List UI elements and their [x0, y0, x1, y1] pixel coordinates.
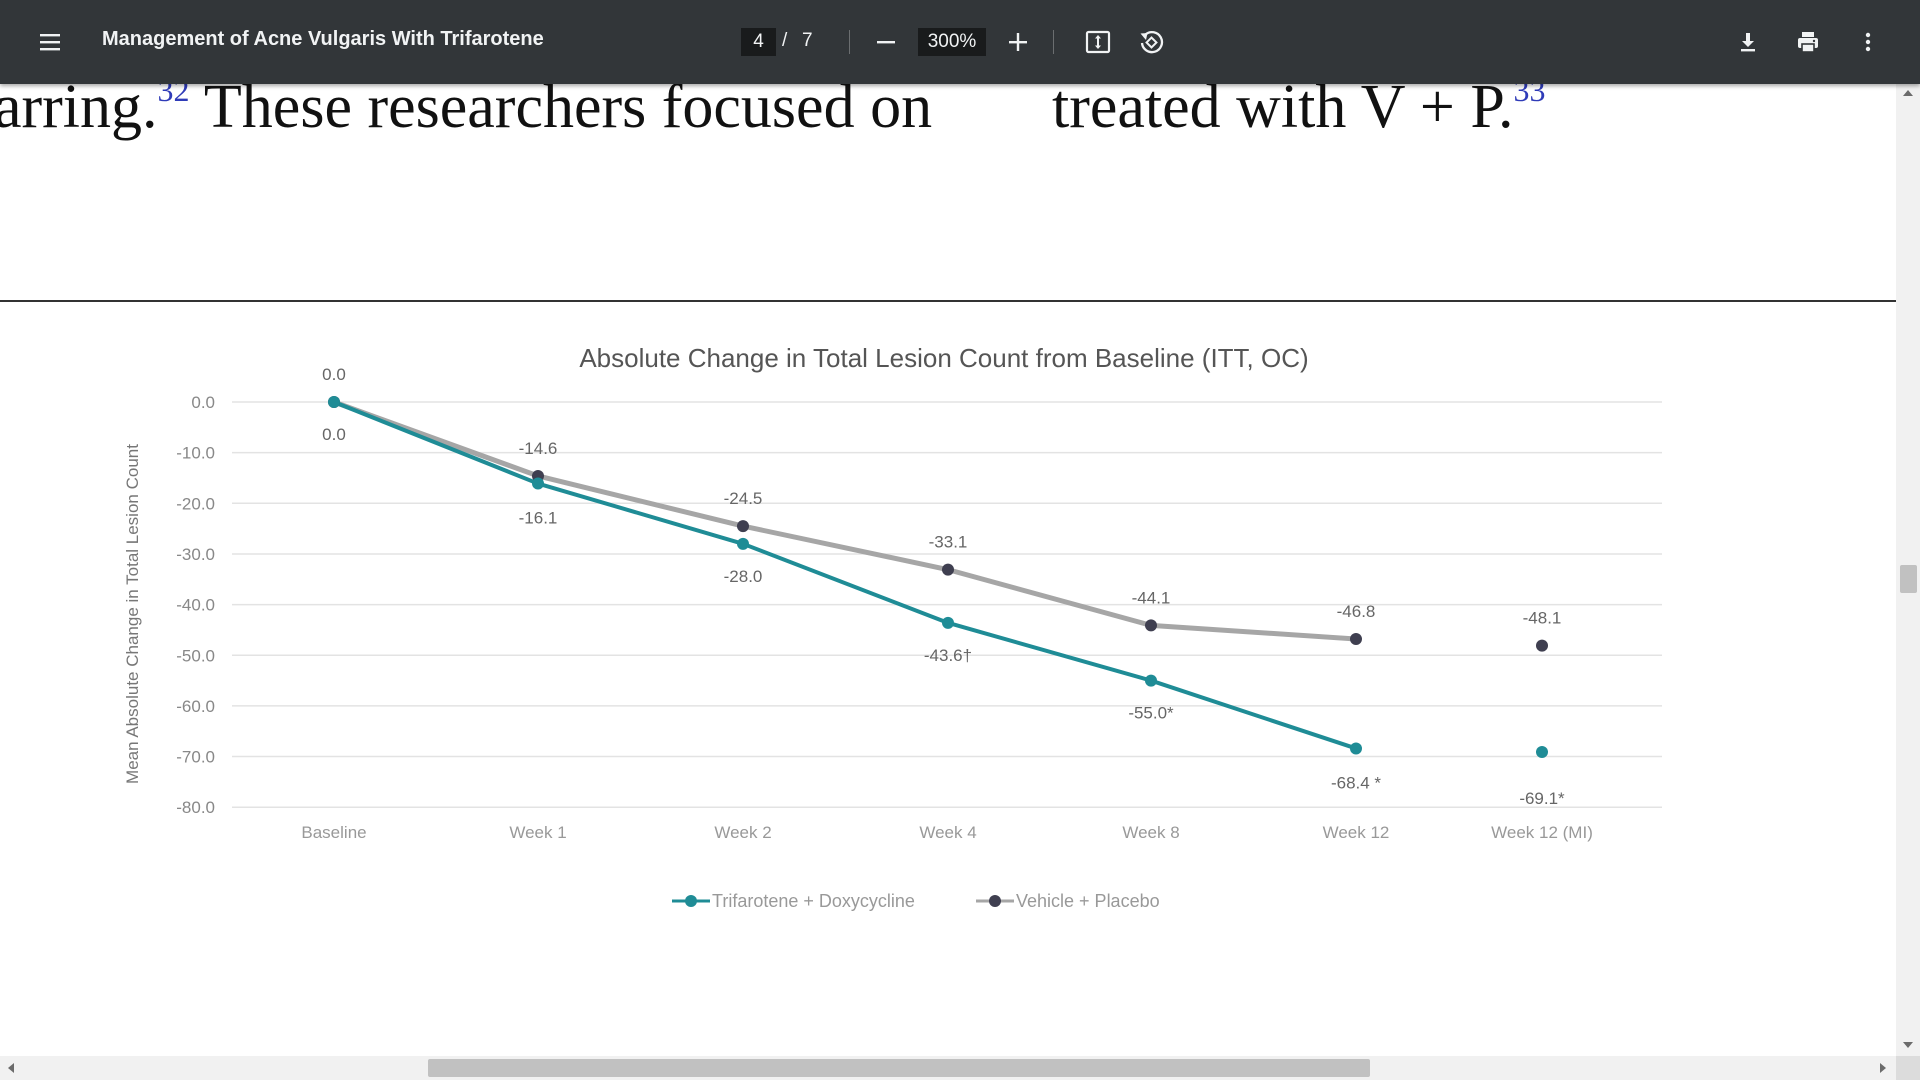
fit-to-page-button[interactable] — [1078, 22, 1118, 62]
scroll-right-icon[interactable] — [1880, 1063, 1886, 1073]
rotate-icon — [1140, 31, 1164, 54]
zoom-out-icon — [877, 41, 895, 44]
download-button[interactable] — [1728, 22, 1768, 62]
data-label: -55.0* — [1128, 704, 1174, 723]
x-tick-label: Week 2 — [714, 823, 771, 842]
x-tick-label: Week 8 — [1122, 823, 1179, 842]
y-tick-label: -20.0 — [176, 494, 215, 513]
reference-link[interactable]: 33 — [1513, 84, 1546, 108]
data-label: -33.1 — [929, 533, 968, 552]
chart-legend: Trifarotene + Doxycycline Vehicle + Place… — [672, 891, 1160, 911]
rotate-button[interactable] — [1131, 22, 1171, 62]
page-number-input[interactable] — [741, 28, 776, 56]
data-label: -68.4 * — [1331, 773, 1381, 792]
series-line — [333, 399, 1357, 642]
data-label: -48.1 — [1523, 609, 1562, 628]
data-label: -16.1 — [519, 509, 558, 528]
page-total: 7 — [802, 30, 813, 51]
scrollbar-corner — [1896, 1056, 1920, 1080]
y-tick-label: -30.0 — [176, 545, 215, 564]
data-label: -28.0 — [724, 567, 763, 586]
horizontal-scroll-thumb[interactable] — [428, 1059, 1370, 1077]
chart-series: 0.0 -14.6 -24.5 -33.1 -44.1 -46.8 -48.1 0.0 -16.… — [322, 365, 1565, 808]
print-button[interactable] — [1788, 22, 1828, 62]
y-tick-label: -40.0 — [176, 596, 215, 615]
y-axis-label: Mean Absolute Change in Total Lesion Cou… — [123, 444, 142, 784]
x-axis-ticks: Baseline Week 1 Week 2 Week 4 Week 8 Week 12 W… — [301, 823, 1592, 842]
y-tick-label: -70.0 — [176, 748, 215, 767]
vertical-scrollbar[interactable] — [1896, 84, 1920, 1056]
legend-label: Trifarotene + Doxycycline — [712, 891, 915, 911]
more-actions-button[interactable] — [1848, 22, 1888, 62]
print-icon — [1798, 32, 1818, 53]
y-tick-label: -50.0 — [176, 646, 215, 665]
data-point — [1350, 633, 1362, 646]
data-label: -44.1 — [1132, 588, 1171, 607]
data-label: -14.6 — [519, 439, 558, 458]
y-tick-label: -80.0 — [176, 798, 215, 817]
legend-marker — [989, 895, 1001, 907]
x-tick-label: Baseline — [301, 823, 366, 842]
data-point — [1536, 745, 1548, 758]
data-point — [737, 520, 749, 533]
chart-grid — [232, 401, 1662, 808]
scroll-up-icon[interactable] — [1903, 90, 1913, 96]
menu-button[interactable] — [30, 22, 70, 62]
data-point — [532, 477, 544, 490]
reference-link[interactable]: 32 — [157, 84, 190, 108]
data-point — [942, 616, 954, 629]
scroll-left-icon[interactable] — [8, 1063, 14, 1073]
y-axis-ticks: 0.0 -10.0 -20.0 -30.0 -40.0 -50.0 -60.0 -70.0 -8… — [176, 393, 215, 817]
legend-marker — [685, 895, 697, 907]
series-line — [333, 400, 1357, 751]
data-label: 0.0 — [322, 425, 346, 444]
x-tick-label: Week 4 — [919, 823, 976, 842]
zoom-in-icon — [1009, 33, 1027, 51]
vertical-scroll-thumb[interactable] — [1900, 565, 1917, 593]
document-viewport[interactable]: arring.32 These researchers focused on t… — [0, 84, 1896, 1056]
right-column-text: treated with V + P.33 — [1052, 84, 1546, 138]
x-tick-label: Week 1 — [509, 823, 566, 842]
document-title: Management of Acne Vulgaris With Trifaro… — [102, 28, 544, 50]
data-label: -43.6† — [924, 646, 972, 665]
more-vert-icon — [1865, 32, 1871, 52]
data-point — [942, 563, 954, 576]
legend-label: Vehicle + Placebo — [1016, 891, 1160, 911]
data-point — [737, 537, 749, 550]
page-separator: / — [782, 30, 788, 51]
lesion-count-chart: Absolute Change in Total Lesion Count fr… — [123, 343, 1662, 911]
pdf-toolbar: Management of Acne Vulgaris With Trifaro… — [0, 0, 1920, 84]
data-label: -69.1* — [1519, 789, 1565, 808]
page-rule — [0, 300, 1896, 302]
data-point — [328, 396, 340, 408]
y-tick-label: -60.0 — [176, 697, 215, 716]
zoom-out-button[interactable] — [866, 22, 906, 62]
data-point — [1536, 639, 1548, 652]
data-label: -24.5 — [724, 489, 763, 508]
left-column-text: arring.32 These researchers focused on — [0, 84, 932, 138]
toolbar-divider — [1053, 30, 1054, 54]
horizontal-scrollbar[interactable] — [0, 1056, 1896, 1080]
zoom-in-button[interactable] — [998, 22, 1038, 62]
data-point — [1145, 619, 1157, 632]
fit-page-icon — [1085, 30, 1111, 54]
x-tick-label: Week 12 — [1323, 823, 1390, 842]
zoom-level-input[interactable] — [918, 28, 986, 56]
x-tick-label: Week 12 (MI) — [1491, 823, 1593, 842]
y-tick-label: -10.0 — [176, 444, 215, 463]
chart-title: Absolute Change in Total Lesion Count fr… — [579, 343, 1308, 373]
data-point — [1350, 742, 1362, 755]
data-point — [1145, 674, 1157, 687]
data-label: -46.8 — [1337, 602, 1376, 621]
data-label: 0.0 — [322, 365, 346, 384]
toolbar-divider — [849, 30, 850, 54]
menu-icon — [40, 34, 60, 51]
y-tick-label: 0.0 — [191, 393, 215, 412]
scroll-down-icon[interactable] — [1903, 1042, 1913, 1048]
download-icon — [1741, 33, 1755, 52]
